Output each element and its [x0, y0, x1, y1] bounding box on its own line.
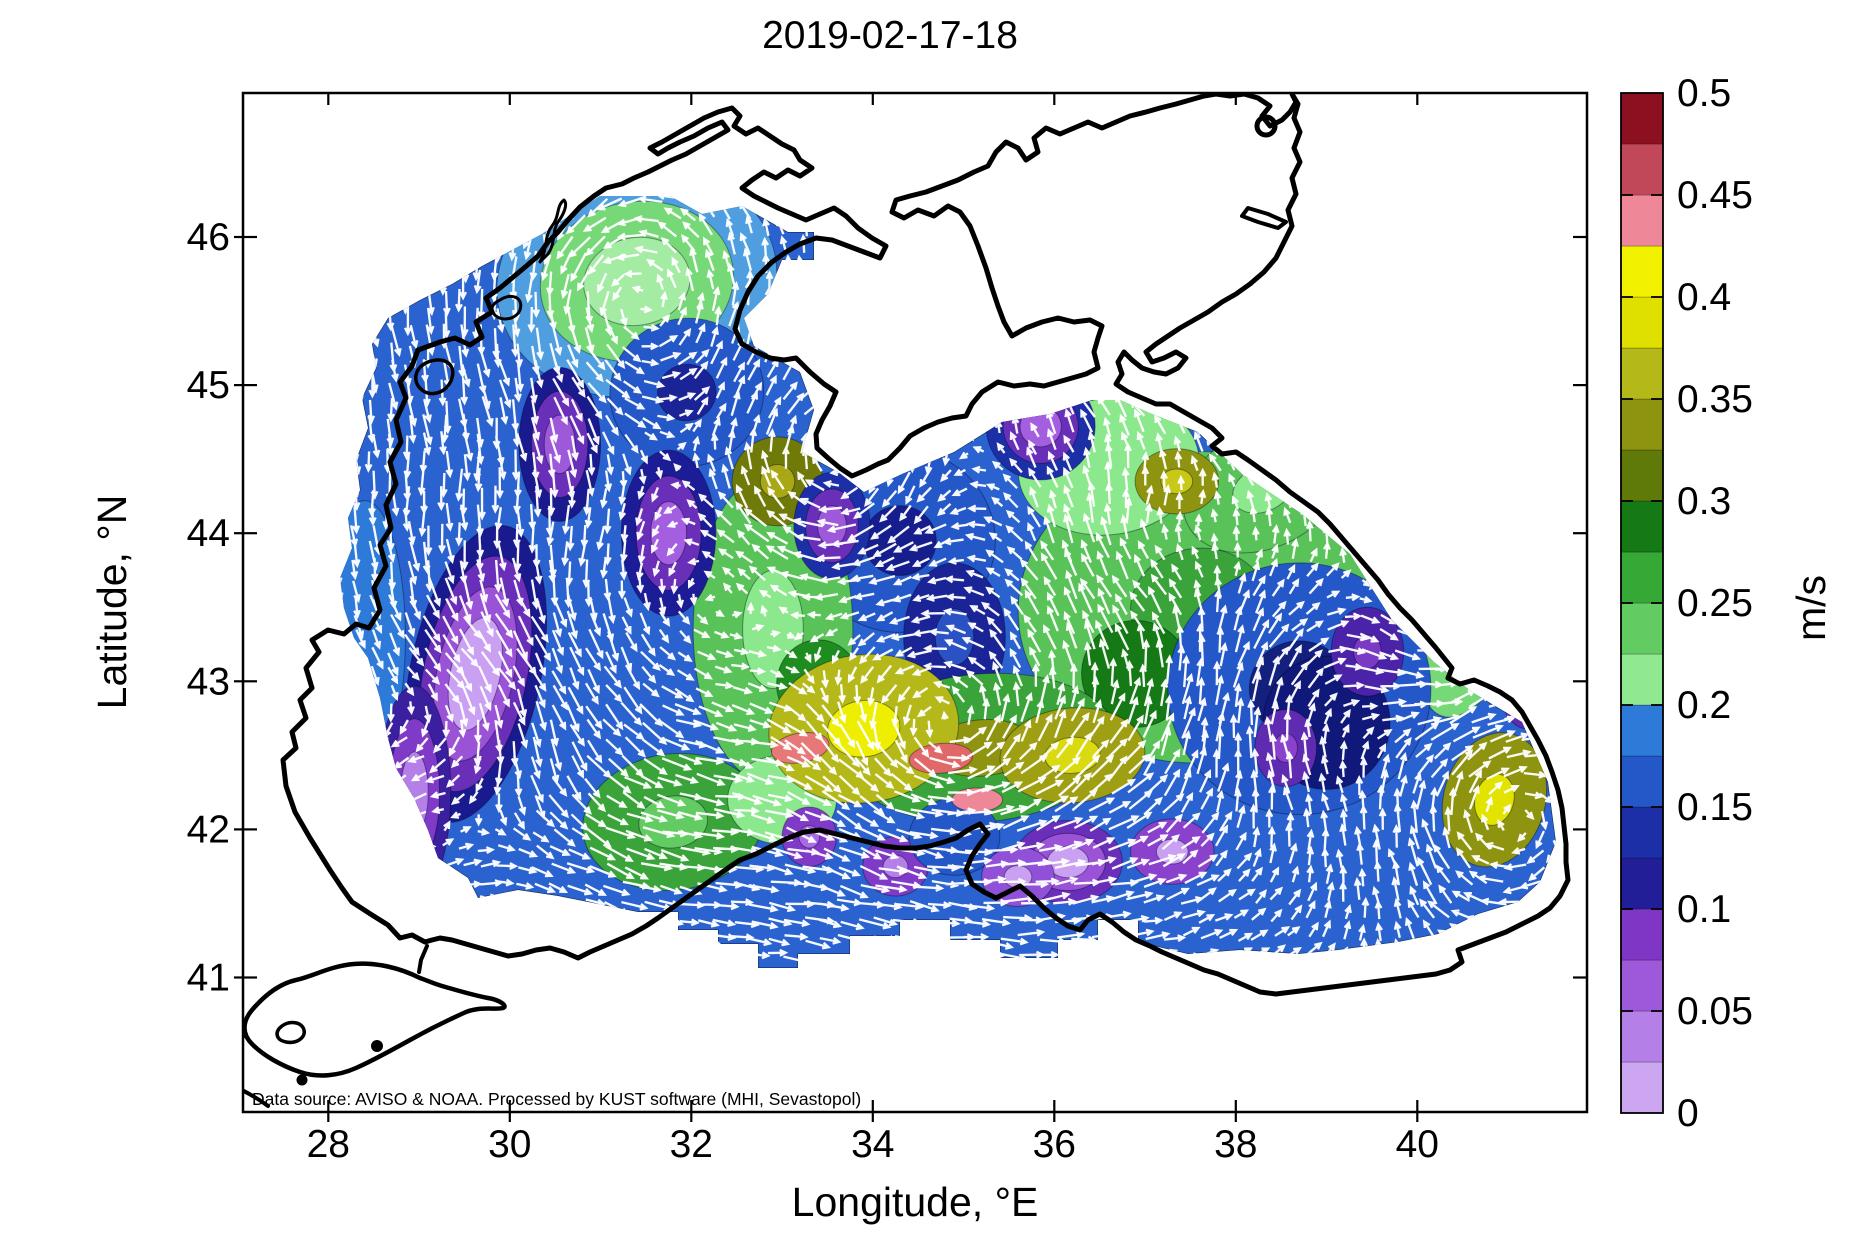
- colorbar-tick-label: 0.25: [1677, 582, 1753, 625]
- colorbar-segment: [1620, 704, 1664, 757]
- x-tick-label: 28: [307, 1123, 350, 1166]
- colorbar-tick-label: 0.15: [1677, 786, 1753, 829]
- figure-title: 2019-02-17-18: [762, 14, 1018, 57]
- island-marmara: [371, 1040, 383, 1052]
- x-axis-label: Longitude, °E: [792, 1179, 1039, 1225]
- colorbar-unit-label: m/s: [1788, 575, 1834, 641]
- azov-liman-loop: [1254, 114, 1278, 138]
- colorbar-segment: [1620, 449, 1664, 502]
- coastline-lagoon-sasyk: [490, 294, 523, 321]
- colorbar-segment: [1620, 347, 1664, 400]
- colorbar-tick-label: 0: [1677, 1092, 1699, 1135]
- colorbar-segment: [1620, 857, 1664, 910]
- colorbar-segment: [1620, 143, 1664, 196]
- speed-contour-ellipse: [400, 751, 429, 834]
- colorbar-segment: [1620, 551, 1664, 604]
- colorbar-segment: [1620, 602, 1664, 655]
- axis-tick-labels: 28 30 32 34 36 38 40 41 42 43 44 45 46: [187, 216, 1439, 1166]
- colorbar-segment: [1620, 296, 1664, 349]
- colorbar-tick-label: 0.35: [1677, 378, 1753, 421]
- colorbar-segment: [1620, 1010, 1664, 1063]
- colorbar-segment: [1620, 398, 1664, 451]
- island-speck-1: [296, 1074, 308, 1086]
- x-tick-label: 38: [1214, 1123, 1257, 1166]
- y-tick-label: 42: [187, 808, 230, 851]
- colorbar-segment: [1620, 806, 1664, 859]
- speed-contour-ellipse: [827, 699, 901, 758]
- speed-contour-ellipse: [543, 414, 576, 475]
- attribution-text: Data source: AVISO & NOAA. Processed by …: [252, 1089, 861, 1109]
- speed-contour-ellipse: [650, 501, 688, 566]
- speed-contour-ellipse: [934, 608, 975, 666]
- coastline-dniester-liman: [538, 198, 568, 264]
- x-tick-label: 36: [1033, 1123, 1076, 1166]
- colorbar-segment: [1620, 959, 1664, 1012]
- y-tick-label: 43: [187, 660, 230, 703]
- x-tick-label: 40: [1396, 1123, 1439, 1166]
- colorbar-segment: [1620, 755, 1664, 808]
- colorbar-segment: [1620, 194, 1664, 247]
- colorbar-tick-label: 0.05: [1677, 990, 1753, 1033]
- coastline-black-sea-and-azov: [280, 93, 1571, 997]
- y-axis-label: Latitude, °N: [89, 495, 135, 710]
- y-tick-label: 45: [187, 364, 230, 407]
- colorbar: 0 0.05 0.1 0.15 0.2 0.25 0.3 0.35 0.4 0.45 0.5: [1620, 72, 1753, 1135]
- colorbar-tick-label: 0.2: [1677, 684, 1731, 727]
- coastline-marmara: [243, 961, 507, 1078]
- colorbar-segment: [1620, 245, 1664, 298]
- y-tick-label: 41: [187, 957, 230, 1000]
- colorbar-segment: [1620, 908, 1664, 961]
- coastline-bosphorus-strait: [417, 944, 429, 974]
- colorbar-tick-label: 0.5: [1677, 72, 1731, 115]
- speed-field-layer: [340, 196, 1556, 968]
- coastline-azov-east-spit: [1240, 206, 1288, 230]
- x-tick-label: 34: [851, 1123, 894, 1166]
- axis-ticks: [234, 93, 1587, 1122]
- coastline-marmara-west-arm: [243, 1034, 270, 1108]
- colorbar-segment: [1620, 92, 1664, 145]
- x-tick-label: 32: [670, 1123, 713, 1166]
- colorbar-tick-label: 0.3: [1677, 480, 1731, 523]
- colorbar-tick-label: 0.45: [1677, 174, 1753, 217]
- colorbar-tick-label: 0.4: [1677, 276, 1731, 319]
- colorbar-segment: [1620, 500, 1664, 553]
- speed-contour-ellipse: [1494, 603, 1556, 730]
- y-tick-label: 46: [187, 216, 230, 259]
- coastline-lagoon-razelm: [414, 358, 455, 396]
- plot-frame: [241, 91, 1589, 1114]
- speed-contour-ellipse: [1457, 564, 1505, 650]
- plot-area: [243, 93, 1571, 1108]
- y-tick-label: 44: [187, 512, 230, 555]
- coastline-layer: [243, 93, 1571, 1108]
- colorbar-segment: [1620, 653, 1664, 706]
- colorbar-tick-label: 0.1: [1677, 888, 1731, 931]
- coastline-marmara-lake: [275, 1020, 306, 1045]
- colorbar-segment: [1620, 1061, 1664, 1114]
- speed-contour-ellipse: [1513, 642, 1539, 691]
- x-tick-label: 30: [488, 1123, 531, 1166]
